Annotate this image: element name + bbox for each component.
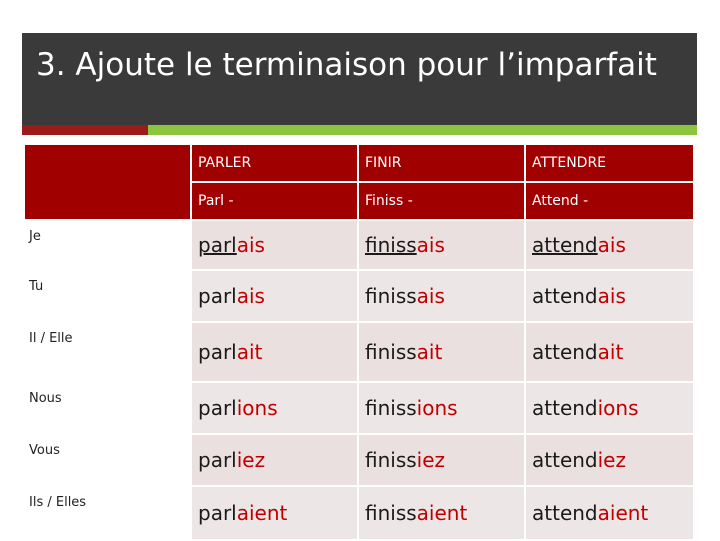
verb-ending: aient: [236, 501, 288, 525]
verb-ending: ions: [416, 396, 458, 420]
verb-ending: aient: [597, 501, 649, 525]
header-infinitive-label: FINIR: [365, 155, 402, 171]
title-bar: 3. Ajoute le terminaison pour l’imparfai…: [22, 33, 697, 125]
verb-cell: finissais: [357, 219, 526, 271]
header-infinitive-label: PARLER: [198, 155, 252, 171]
verb-ending: iez: [416, 448, 446, 472]
table-row: Vous parliez finissiez attendiez: [23, 433, 695, 487]
verb-ending: ais: [597, 233, 626, 257]
table-row: Nous parlions finissions attendions: [23, 381, 695, 435]
header-infinitive-finir: FINIR: [357, 143, 526, 183]
verb-cell: attendais: [524, 269, 695, 323]
slide-title: 3. Ajoute le terminaison pour l’imparfai…: [36, 47, 657, 83]
verb-ending: ait: [597, 340, 624, 364]
header-corner-cell: [23, 143, 192, 221]
verb-cell: finissaient: [357, 485, 526, 541]
table-row: Tu parlais finissais attendais: [23, 269, 695, 323]
table-row: Il / Elle parlait finissait attendait: [23, 321, 695, 383]
verb-stem: parl: [198, 284, 237, 308]
verb-stem: parl: [198, 501, 237, 525]
verb-stem: finiss: [365, 284, 417, 308]
header-stem-attend: Attend -: [524, 181, 695, 221]
verb-cell: finissait: [357, 321, 526, 383]
header-stem-parl: Parl -: [190, 181, 359, 221]
pronoun-cell: Vous: [23, 433, 192, 487]
pronoun-cell: Tu: [23, 269, 192, 323]
verb-ending: aient: [416, 501, 468, 525]
verb-stem: finiss: [365, 233, 417, 257]
header-row-stems: Parl - Finiss - Attend -: [24, 181, 695, 221]
verb-ending: ions: [597, 396, 639, 420]
verb-cell: attendais: [524, 219, 695, 271]
verb-ending: ions: [236, 396, 278, 420]
verb-cell: attendiez: [524, 433, 695, 487]
header-infinitive-label: ATTENDRE: [532, 155, 607, 171]
verb-cell: attendions: [524, 381, 695, 435]
verb-cell: parlais: [190, 269, 359, 323]
verb-cell: parlais: [190, 219, 359, 271]
header-stem-finiss: Finiss -: [357, 181, 526, 221]
verb-stem: attend: [532, 501, 598, 525]
verb-ending: ais: [416, 233, 445, 257]
verb-stem: finiss: [365, 396, 417, 420]
verb-ending: ais: [236, 284, 265, 308]
header-stem-label: Finiss -: [365, 193, 413, 209]
header-infinitive-parler: PARLER: [190, 143, 359, 183]
verb-ending: ais: [597, 284, 626, 308]
verb-stem: finiss: [365, 340, 417, 364]
verb-stem: attend: [532, 284, 598, 308]
pronoun-cell: Il / Elle: [23, 321, 192, 383]
verb-stem: parl: [198, 448, 237, 472]
verb-cell: parliez: [190, 433, 359, 487]
verb-cell: finissiez: [357, 433, 526, 487]
verb-ending: ait: [416, 340, 443, 364]
verb-stem: parl: [198, 233, 237, 257]
verb-ending: iez: [236, 448, 266, 472]
verb-cell: parlait: [190, 321, 359, 383]
verb-stem: attend: [532, 396, 598, 420]
verb-stem: attend: [532, 448, 598, 472]
verb-ending: ait: [236, 340, 263, 364]
header-infinitive-attendre: ATTENDRE: [524, 143, 695, 183]
verb-cell: attendaient: [524, 485, 695, 541]
verb-stem: attend: [532, 340, 598, 364]
verb-stem: attend: [532, 233, 598, 257]
verb-stem: parl: [198, 396, 237, 420]
header-row-infinitives: PARLER FINIR ATTENDRE: [23, 143, 695, 221]
header-stem-label: Parl -: [198, 193, 234, 209]
table-row: Ils / Elles parlaient finissaient attend…: [23, 485, 695, 541]
verb-cell: parlions: [190, 381, 359, 435]
verb-stem: parl: [198, 340, 237, 364]
verb-ending: iez: [597, 448, 626, 472]
accent-bar-green: [148, 125, 697, 135]
verb-cell: parlaient: [190, 485, 359, 541]
verb-cell: attendait: [524, 321, 695, 383]
verb-ending: ais: [416, 284, 445, 308]
conjugation-table: PARLER FINIR ATTENDRE Parl - Finiss - At…: [23, 143, 695, 541]
verb-cell: finissais: [357, 269, 526, 323]
verb-ending: ais: [236, 233, 265, 257]
table-row: Je parlais finissais attendais: [23, 219, 695, 271]
pronoun-cell: Nous: [23, 381, 192, 435]
header-stem-label: Attend -: [532, 193, 589, 209]
pronoun-cell: Je: [23, 219, 192, 271]
verb-stem: finiss: [365, 448, 417, 472]
verb-cell: finissions: [357, 381, 526, 435]
verb-stem: finiss: [365, 501, 417, 525]
pronoun-cell: Ils / Elles: [23, 485, 192, 541]
accent-bar-red: [22, 125, 148, 135]
